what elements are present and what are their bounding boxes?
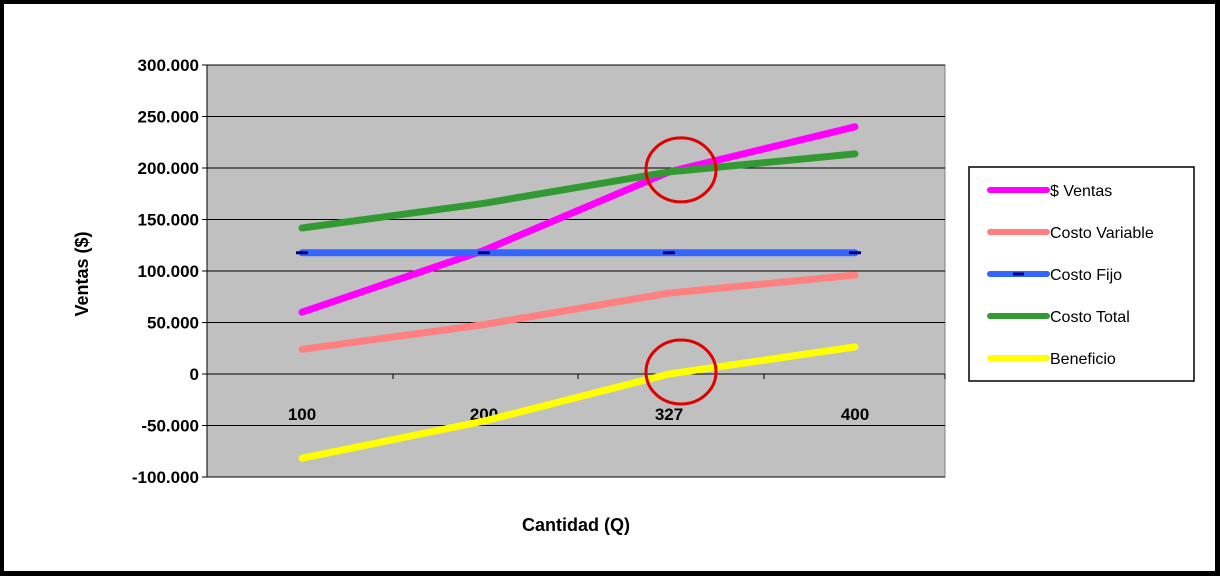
highlight-circle [644, 136, 718, 204]
y-tick-label: 250.000 [138, 108, 199, 127]
x-axis-title: Cantidad (Q) [522, 515, 630, 535]
series-line [298, 271, 859, 353]
x-tick-label: 327 [655, 405, 683, 424]
y-tick-label: 300.000 [138, 56, 199, 75]
y-tick-label: 50.000 [147, 314, 199, 333]
series-line [298, 150, 859, 232]
y-tick-label: 150.000 [138, 211, 199, 230]
series-line [298, 343, 859, 462]
break-even-chart: 300.000 250.000 200.000 150.000 100.000 50.00… [72, 56, 1195, 535]
y-tick-label: -100.000 [132, 468, 199, 487]
x-tick-label: 100 [288, 405, 316, 424]
x-tick-label: 400 [841, 405, 869, 424]
y-axis-title: Ventas ($) [72, 231, 92, 316]
y-tick-label: 0 [190, 365, 199, 384]
series-line [298, 123, 859, 316]
y-tick-label: 200.000 [138, 159, 199, 178]
y-tick-label: 100.000 [138, 262, 199, 281]
legend-label: Costo Variable [1050, 225, 1154, 242]
legend-label: Costo Fijo [1050, 267, 1122, 284]
legend-label: Beneficio [1050, 351, 1116, 368]
y-tick-label: -50.000 [141, 417, 199, 436]
legend-label: Costo Total [1050, 309, 1130, 326]
legend-label: $ Ventas [1050, 183, 1112, 200]
highlight-circle [644, 338, 718, 406]
